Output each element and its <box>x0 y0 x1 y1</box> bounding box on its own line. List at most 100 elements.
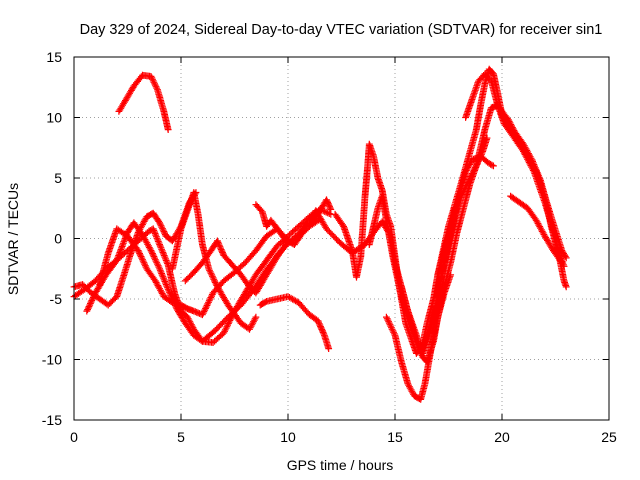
series-sat-i <box>252 196 335 248</box>
y-tick-label: 10 <box>46 110 62 126</box>
series-sat-a <box>115 71 172 133</box>
data-point-run <box>423 297 437 327</box>
data-point-run <box>113 225 130 239</box>
data-point-run <box>246 315 259 333</box>
data-point <box>562 254 570 262</box>
data-point-run <box>391 331 405 364</box>
data-point-run <box>306 214 319 230</box>
data-point-run <box>252 272 270 297</box>
data-point <box>558 259 566 267</box>
data-point-run <box>160 293 175 305</box>
data-point-run <box>284 224 301 240</box>
data-point-run <box>147 73 161 92</box>
data-point-run <box>389 253 403 289</box>
data-point <box>164 126 172 133</box>
data-point-run <box>186 190 199 206</box>
x-tick-label: 25 <box>601 429 617 445</box>
data-point <box>490 162 497 170</box>
data-point-run <box>104 294 119 309</box>
data-point-run <box>256 298 269 309</box>
data-point-run <box>126 230 142 260</box>
data-point-run <box>273 225 286 238</box>
y-tick-label: -10 <box>42 352 62 368</box>
data-point-run <box>402 319 415 344</box>
data-point-run <box>143 210 156 221</box>
data-point-run <box>229 261 244 277</box>
data-point-run <box>507 192 522 205</box>
data-point-run <box>156 241 171 267</box>
data-point-run <box>398 283 411 313</box>
y-tick-label: -5 <box>50 291 63 307</box>
data-point-run <box>291 232 304 248</box>
data-point-run <box>177 301 190 312</box>
data-point-run <box>314 317 328 338</box>
data-point-run <box>87 289 102 302</box>
data-point-run <box>468 79 482 103</box>
data-point-run <box>134 247 150 271</box>
series-sat-p <box>507 192 566 267</box>
x-tick-label: 0 <box>70 429 78 445</box>
data-point-run <box>295 299 312 317</box>
data-point-run <box>370 206 381 230</box>
data-point-run <box>143 265 158 283</box>
data-point-run <box>199 291 216 319</box>
data-point-run <box>237 271 252 289</box>
data-point-run <box>466 164 479 182</box>
data-point-run <box>209 279 226 297</box>
data-point-run <box>357 224 367 260</box>
data-point-run <box>122 84 137 104</box>
data-point-run <box>515 198 530 211</box>
series-sat-f <box>70 189 200 309</box>
data-point-run <box>164 261 178 295</box>
data-point-run <box>160 108 172 132</box>
series-sat-h <box>256 293 333 353</box>
data-point-run <box>134 214 150 236</box>
data-point-run <box>263 254 280 279</box>
data-point-run <box>558 247 569 260</box>
data-point-run <box>252 258 269 279</box>
data-point-run <box>199 248 214 267</box>
data-point-run <box>541 232 556 253</box>
y-tick-label: -15 <box>42 412 62 428</box>
data-point-run <box>353 254 364 281</box>
data-point <box>192 189 200 196</box>
data-point-run <box>241 248 258 267</box>
data-point-run <box>130 73 145 90</box>
data-point <box>325 345 333 353</box>
data-point-run <box>284 293 301 306</box>
data-point-run <box>194 210 206 247</box>
data-point-run <box>181 319 197 338</box>
data-point <box>562 283 570 291</box>
data-point-run <box>494 102 507 126</box>
data-point-run <box>237 287 256 309</box>
data-point-run <box>455 158 471 194</box>
data-point-run <box>149 209 163 225</box>
data-point <box>483 134 491 142</box>
data-point-run <box>211 315 231 334</box>
data-point-run <box>453 206 467 236</box>
x-axis-label: GPS time / hours <box>287 457 394 473</box>
data-point-run <box>312 205 325 221</box>
data-point-run <box>104 226 120 257</box>
data-point-run <box>485 160 496 169</box>
data-point-run <box>169 224 184 245</box>
data-point-run <box>404 307 420 344</box>
data-point-run <box>447 230 461 267</box>
data-point-run <box>532 216 548 238</box>
data-point-run <box>464 127 480 164</box>
data-point-run <box>280 232 291 244</box>
data-point-run <box>359 194 369 230</box>
data-point-run <box>524 204 539 223</box>
data-point-run <box>383 216 396 259</box>
data-point-run <box>156 265 171 292</box>
data-point-run <box>220 252 235 268</box>
data-point-run <box>151 277 167 299</box>
data-point-run <box>419 333 433 357</box>
data-point-run <box>190 260 205 276</box>
data-point-run <box>224 301 244 326</box>
data-point-run <box>487 77 501 108</box>
data-point-run <box>209 330 226 346</box>
x-tick-label: 20 <box>494 429 510 445</box>
y-tick-label: 15 <box>46 49 62 65</box>
